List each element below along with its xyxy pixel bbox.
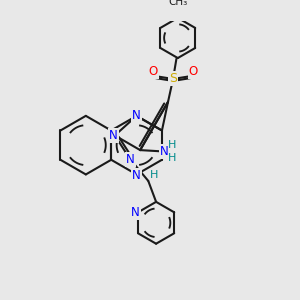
Text: H: H <box>168 153 176 163</box>
Text: H: H <box>150 170 159 180</box>
Text: CH₃: CH₃ <box>168 0 188 7</box>
Text: N: N <box>109 129 118 142</box>
Text: N: N <box>126 153 135 166</box>
Text: H: H <box>168 140 176 150</box>
Text: S: S <box>169 73 177 85</box>
Text: N: N <box>132 169 141 182</box>
Text: N: N <box>132 109 141 122</box>
Text: N: N <box>160 145 169 158</box>
Text: O: O <box>148 65 158 78</box>
Text: N: N <box>131 206 140 219</box>
Text: O: O <box>188 65 198 78</box>
